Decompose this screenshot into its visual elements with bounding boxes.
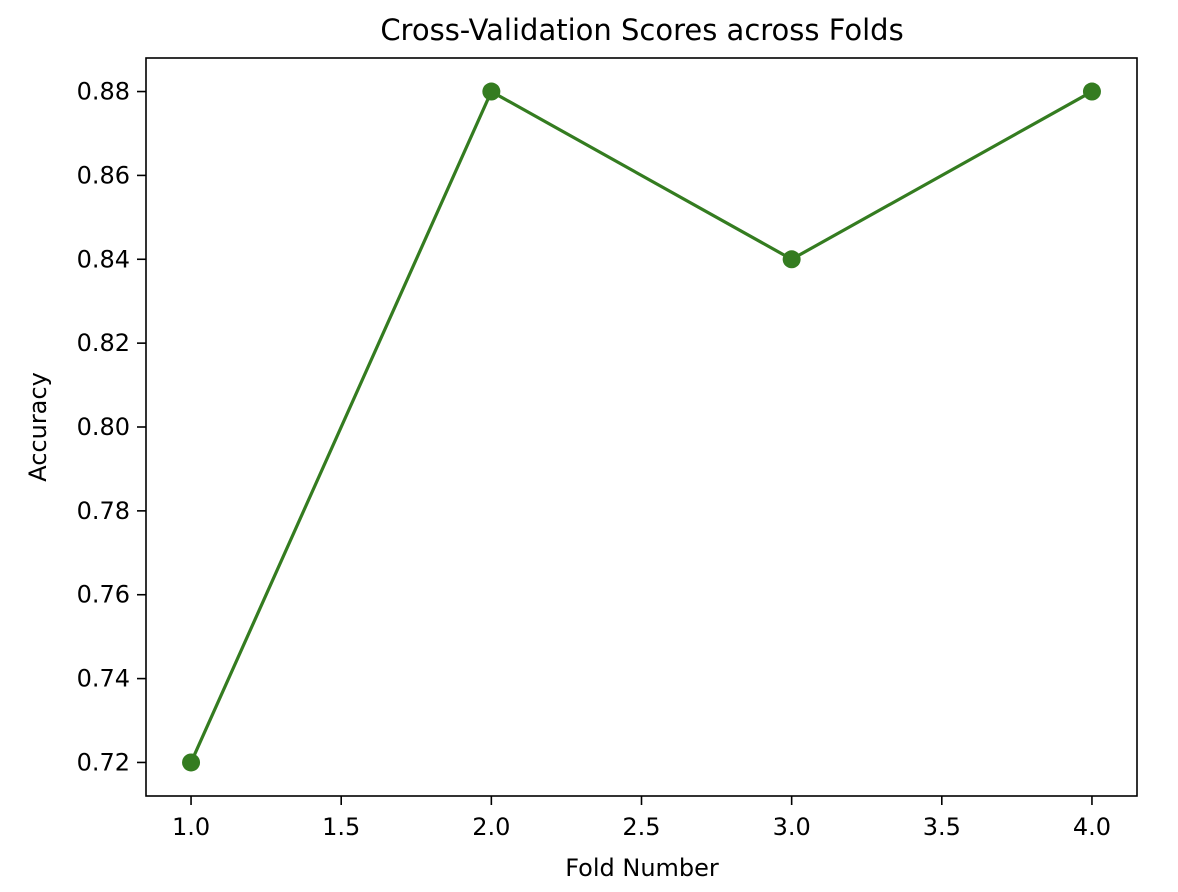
y-tick-label: 0.78 (77, 497, 130, 525)
y-tick-label: 0.72 (77, 748, 130, 776)
x-tick-label: 1.0 (172, 813, 210, 841)
x-tick-label: 2.0 (472, 813, 510, 841)
series-accuracy (182, 82, 1101, 772)
data-point (182, 753, 201, 772)
y-tick-label: 0.76 (77, 581, 130, 609)
x-tick-label: 3.5 (923, 813, 961, 841)
chart-title: Cross-Validation Scores across Folds (380, 13, 903, 47)
x-tick-label: 2.5 (622, 813, 660, 841)
y-tick-label: 0.82 (77, 329, 130, 357)
data-point (1082, 82, 1101, 101)
x-axis-label: Fold Number (565, 854, 719, 882)
y-axis-label: Accuracy (24, 372, 52, 482)
data-point (482, 82, 501, 101)
y-tick-label: 0.74 (77, 665, 130, 693)
x-tick-label: 3.0 (773, 813, 811, 841)
x-tick-label: 4.0 (1073, 813, 1111, 841)
x-tick-label: 1.5 (322, 813, 360, 841)
y-axis-ticks: 0.72 0.74 0.76 0.78 0.80 0.82 0.84 0.86 0.88 (77, 78, 146, 776)
x-axis-ticks: 1.0 1.5 2.0 2.5 3.0 3.5 4.0 (172, 796, 1111, 841)
y-tick-label: 0.88 (77, 78, 130, 106)
plot-frame (145, 57, 1138, 797)
series-line (189, 89, 1094, 765)
y-tick-label: 0.84 (77, 245, 130, 273)
y-tick-label: 0.80 (77, 413, 130, 441)
data-point (782, 250, 801, 269)
y-tick-label: 0.86 (77, 161, 130, 189)
